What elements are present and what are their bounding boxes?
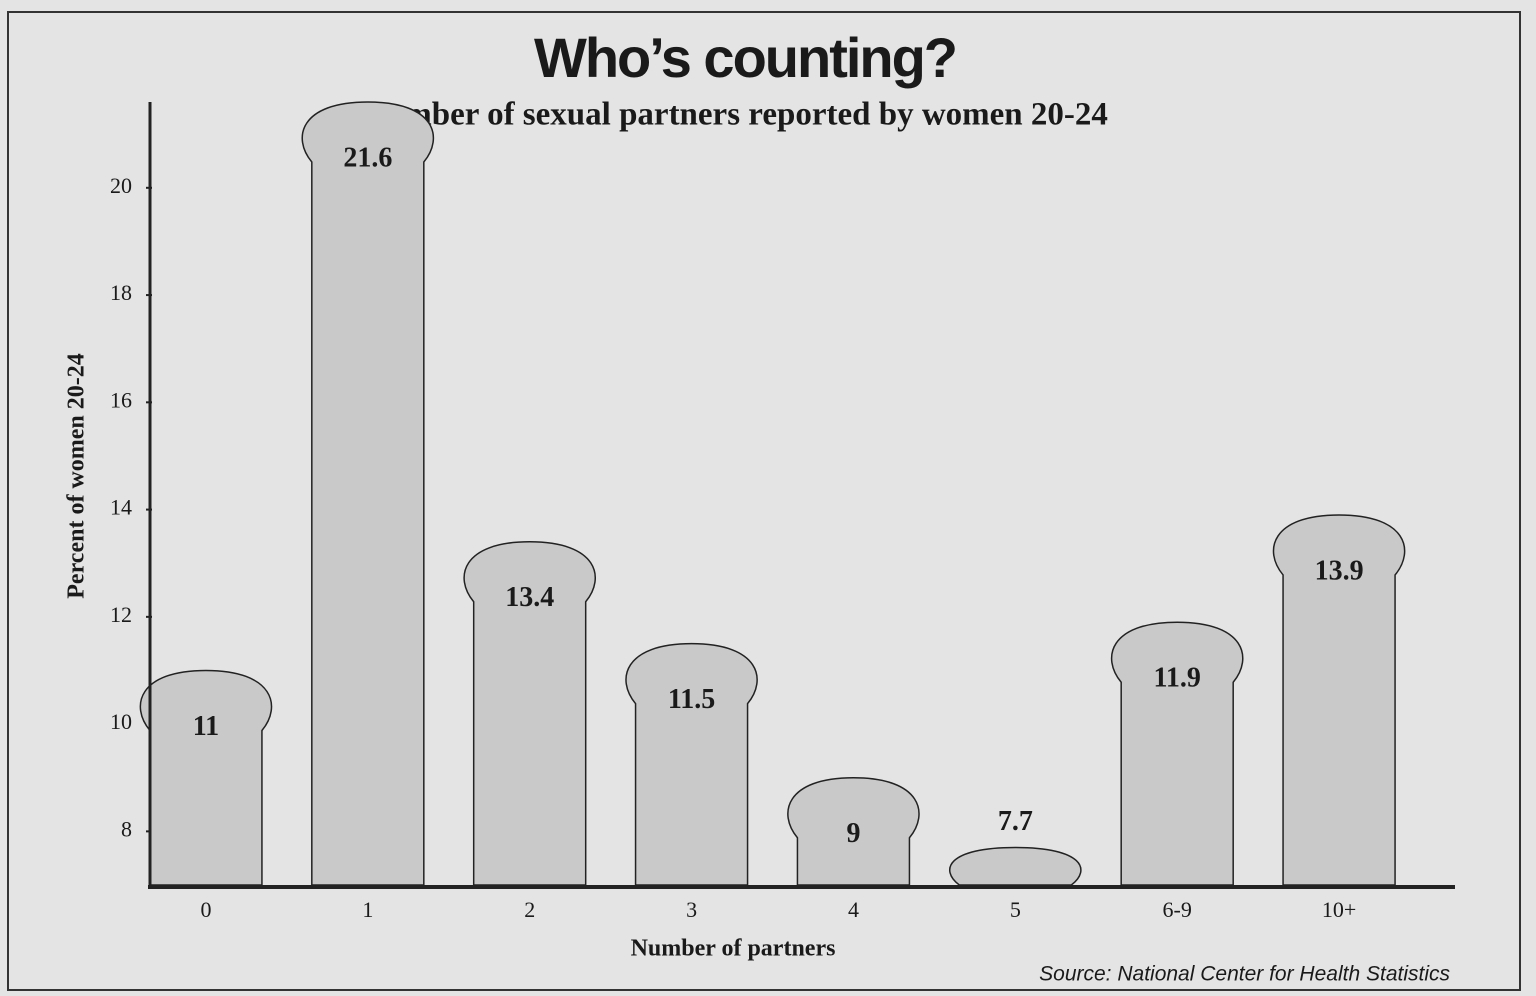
x-tick-label: 2 [524, 897, 535, 922]
chart-subtitle: Number of sexual partners reported by wo… [362, 97, 1108, 133]
value-label: 11.5 [668, 684, 715, 715]
source-note: Source: National Center for Health Stati… [1039, 963, 1450, 986]
value-label: 21.6 [343, 142, 392, 173]
y-tick-label: 8 [121, 816, 132, 841]
value-label: 11 [193, 711, 219, 742]
x-tick-label: 0 [200, 897, 211, 922]
x-tick-label: 6-9 [1163, 897, 1192, 922]
bar [463, 541, 596, 886]
value-label: 7.7 [998, 806, 1033, 837]
y-tick-label: 16 [110, 387, 132, 412]
value-label: 13.9 [1315, 555, 1364, 586]
y-axis-label: Percent of women 20-24 [64, 353, 90, 598]
y-tick-label: 14 [110, 495, 132, 520]
y-tick-label: 10 [110, 709, 132, 734]
x-tick-label: 1 [362, 897, 373, 922]
x-tick-label: 10+ [1322, 897, 1356, 922]
bar [139, 669, 273, 886]
y-tick-label: 18 [110, 280, 132, 305]
x-axis-label: Number of partners [631, 936, 836, 962]
x-tick-label: 3 [686, 897, 697, 922]
bar [1110, 621, 1244, 886]
value-label: 11.9 [1153, 663, 1200, 694]
bar [1272, 514, 1406, 886]
x-tick-label: 5 [1010, 897, 1021, 922]
bar [301, 101, 435, 886]
bar [625, 642, 758, 886]
y-tick-label: 20 [110, 173, 132, 198]
value-label: 13.4 [505, 582, 554, 613]
bar [949, 846, 1082, 886]
bar [787, 776, 920, 886]
y-tick-label: 12 [110, 602, 132, 627]
x-tick-label: 4 [848, 897, 859, 922]
value-label: 9 [846, 818, 860, 849]
chart-title: Who’s counting? [534, 26, 956, 89]
